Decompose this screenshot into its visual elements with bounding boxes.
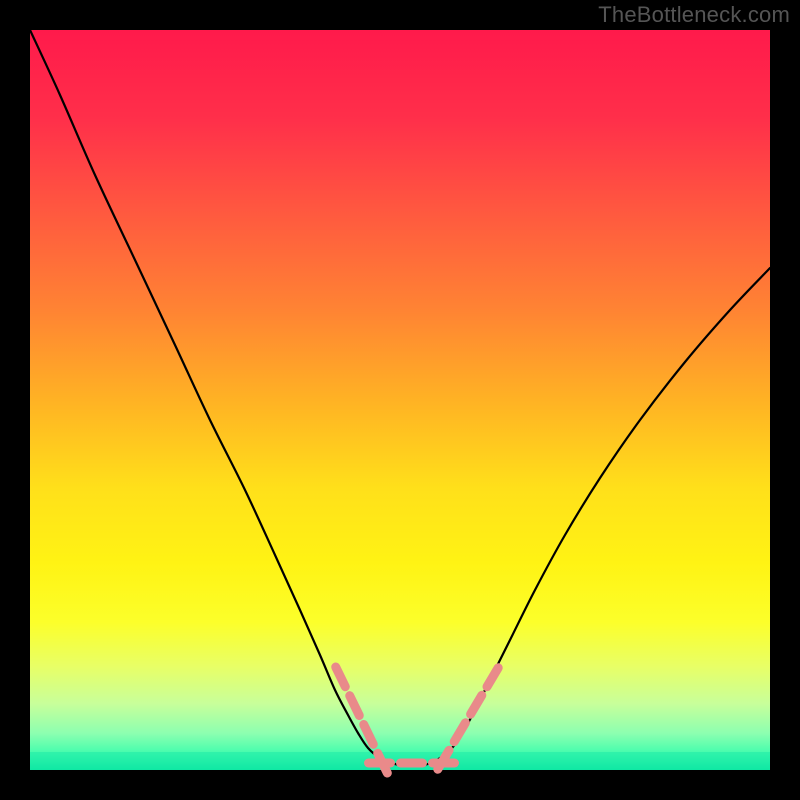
chart-svg	[0, 0, 800, 800]
attribution-label: TheBottleneck.com	[598, 2, 790, 28]
plot-background	[30, 30, 770, 770]
chart-root: TheBottleneck.com	[0, 0, 800, 800]
